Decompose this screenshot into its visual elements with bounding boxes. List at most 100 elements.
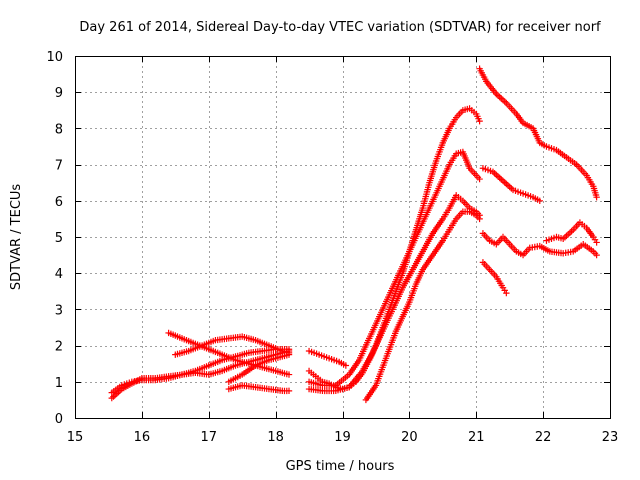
series-marker-run bbox=[227, 333, 244, 342]
series-marker-run bbox=[413, 207, 426, 231]
series-track-9 bbox=[305, 148, 483, 389]
series-marker-run bbox=[538, 243, 551, 254]
series-marker-run bbox=[433, 141, 446, 162]
series-marker-run bbox=[207, 368, 224, 378]
series-marker-run bbox=[241, 382, 257, 391]
series-marker-run bbox=[447, 217, 458, 231]
series-track-10 bbox=[305, 192, 483, 395]
series-marker-run bbox=[522, 191, 534, 200]
series-marker-run bbox=[460, 150, 472, 170]
x-tick-label: 18 bbox=[267, 430, 284, 445]
series-marker-run bbox=[420, 181, 432, 209]
series-marker-run bbox=[227, 372, 244, 384]
series-marker-run bbox=[187, 343, 203, 354]
series-marker-run bbox=[281, 387, 290, 395]
series-marker-run bbox=[400, 301, 412, 318]
x-tick-label: 16 bbox=[134, 430, 151, 445]
series-marker-run bbox=[110, 387, 124, 400]
series-marker-run bbox=[227, 382, 244, 392]
x-tick-label: 15 bbox=[67, 430, 84, 445]
data-point bbox=[476, 117, 483, 125]
series-marker-run bbox=[407, 283, 419, 304]
series-marker-run bbox=[393, 272, 406, 293]
series-marker-run bbox=[387, 272, 402, 296]
series-marker-run bbox=[501, 179, 515, 192]
series-marker-run bbox=[318, 352, 330, 361]
series-marker-run bbox=[441, 228, 452, 242]
series-marker-run bbox=[308, 348, 320, 357]
series-marker-run bbox=[430, 239, 445, 257]
x-tick-label: 17 bbox=[200, 430, 217, 445]
series-marker-run bbox=[461, 208, 471, 215]
series-marker-run bbox=[241, 334, 257, 343]
series-marker-run bbox=[477, 67, 489, 83]
series-track-12 bbox=[476, 65, 600, 201]
y-tick-label: 8 bbox=[55, 122, 63, 137]
series-marker-run bbox=[201, 337, 217, 348]
series-marker-run bbox=[565, 155, 578, 167]
series-marker-run bbox=[386, 290, 399, 311]
series-marker-run bbox=[393, 315, 405, 333]
series-marker-run bbox=[514, 112, 525, 125]
series-marker-run bbox=[254, 337, 270, 348]
series-marker-run bbox=[572, 242, 585, 254]
y-tick-label: 7 bbox=[55, 159, 63, 174]
series-marker-run bbox=[254, 357, 270, 368]
data-point bbox=[593, 193, 600, 201]
series-marker-run bbox=[417, 207, 432, 231]
series-marker-run bbox=[530, 127, 542, 144]
x-tick-label: 20 bbox=[401, 430, 418, 445]
series-marker-run bbox=[234, 350, 250, 360]
series-marker-run bbox=[484, 79, 499, 96]
series-marker-run bbox=[121, 379, 133, 388]
series-marker-run bbox=[561, 228, 575, 241]
data-point bbox=[285, 387, 293, 395]
series-marker-run bbox=[548, 248, 565, 257]
series-marker-run bbox=[308, 386, 324, 394]
x-tick-label: 21 bbox=[468, 430, 485, 445]
data-point bbox=[285, 351, 293, 358]
series-marker-run bbox=[545, 144, 558, 153]
series-marker-run bbox=[314, 375, 324, 384]
series-marker-run bbox=[261, 364, 277, 374]
y-tick-label: 6 bbox=[55, 195, 63, 210]
data-point bbox=[285, 371, 293, 378]
series-marker-run bbox=[261, 352, 277, 361]
series-marker-run bbox=[461, 105, 471, 113]
data-point bbox=[342, 362, 350, 369]
series-marker-run bbox=[584, 226, 596, 239]
series-marker-run bbox=[437, 163, 452, 188]
series-marker-run bbox=[268, 386, 284, 394]
series-marker-run bbox=[529, 243, 541, 251]
series-track-11 bbox=[362, 208, 483, 404]
x-tick-label: 23 bbox=[602, 430, 619, 445]
series-marker-run bbox=[364, 384, 378, 402]
series-marker-run bbox=[521, 246, 532, 257]
series-marker-run bbox=[407, 228, 422, 253]
series-marker-run bbox=[474, 113, 482, 122]
y-tick-label: 1 bbox=[55, 376, 63, 391]
series-track-15 bbox=[543, 219, 600, 246]
series-marker-run bbox=[501, 235, 512, 246]
series-marker-run bbox=[181, 336, 197, 347]
data-point bbox=[476, 175, 483, 183]
series-marker-run bbox=[494, 275, 505, 289]
series-marker-run bbox=[174, 348, 190, 358]
series-marker-run bbox=[482, 165, 494, 175]
series-marker-run bbox=[562, 248, 574, 256]
series-marker-run bbox=[571, 221, 582, 232]
series-marker-run bbox=[240, 363, 257, 377]
series-marker-run bbox=[512, 187, 524, 196]
series-marker-run bbox=[488, 268, 498, 279]
series-marker-run bbox=[455, 149, 464, 157]
series-marker-run bbox=[521, 120, 535, 131]
series-marker-run bbox=[410, 250, 425, 271]
series-marker-run bbox=[373, 366, 385, 387]
series-marker-run bbox=[268, 353, 284, 363]
series-marker-run bbox=[347, 358, 362, 376]
series-marker-run bbox=[131, 377, 143, 385]
data-point bbox=[476, 215, 483, 223]
series-marker-run bbox=[390, 286, 405, 311]
y-tick-label: 3 bbox=[55, 303, 63, 318]
series-marker-run bbox=[575, 163, 589, 177]
